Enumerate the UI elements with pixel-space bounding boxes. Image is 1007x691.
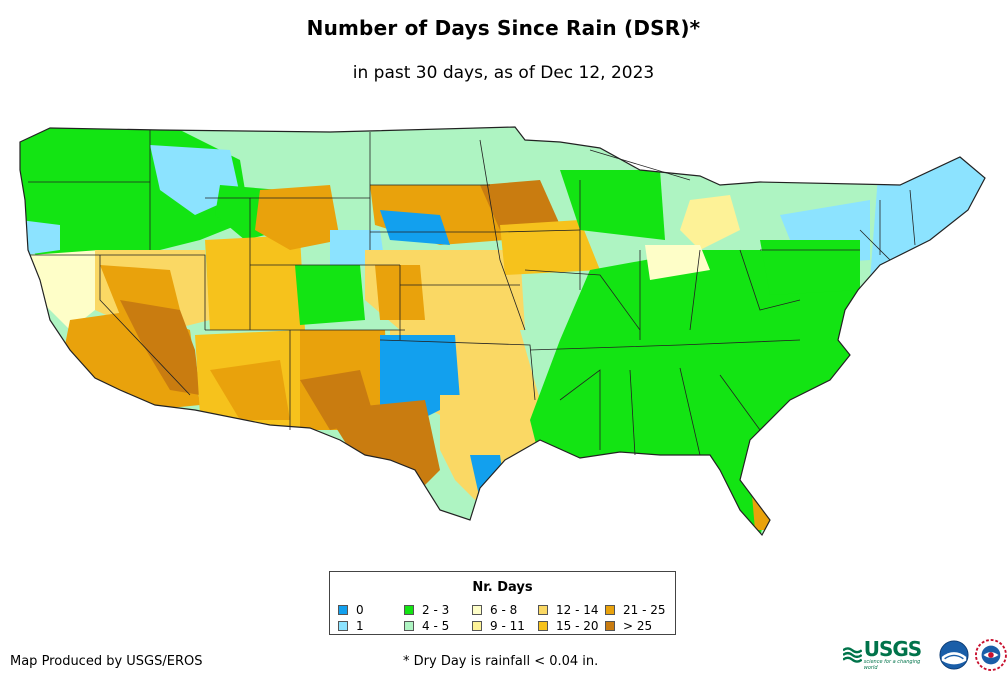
legend-swatch [404, 605, 414, 615]
legend-item: 0 [338, 603, 364, 617]
noaa-logo-icon [939, 640, 969, 670]
legend-label: 15 - 20 [556, 619, 599, 633]
usgs-logo: USGS science for a changing world [843, 639, 931, 671]
legend-swatch [338, 621, 348, 631]
us-dsr-map [19, 126, 986, 537]
legend-item: 15 - 20 [538, 619, 599, 633]
legend-item: 21 - 25 [605, 603, 666, 617]
legend-item: 2 - 3 [404, 603, 449, 617]
rainfall-regions [20, 127, 985, 535]
legend-label: 4 - 5 [422, 619, 450, 633]
legend-item: 12 - 14 [538, 603, 599, 617]
legend-item: 9 - 11 [472, 619, 525, 633]
legend-label: 2 - 3 [422, 603, 450, 617]
legend-label: > 25 [623, 619, 653, 633]
usgs-wordmark: USGS [863, 637, 922, 661]
map-producer-credit: Map Produced by USGS/EROS [10, 654, 203, 669]
legend-swatch [472, 621, 482, 631]
legend-label: 21 - 25 [623, 603, 666, 617]
legend-item: 4 - 5 [404, 619, 449, 633]
agency-logos: USGS science for a changing world [843, 638, 1007, 672]
usgs-wave-icon [843, 647, 862, 663]
map-title: Number of Days Since Rain (DSR)* [306, 16, 701, 40]
legend-swatch [605, 605, 615, 615]
legend-label: 0 [356, 603, 364, 617]
legend-item: > 25 [605, 619, 652, 633]
nws-logo-icon [975, 639, 1007, 671]
legend: Nr. Days 0 1 2 - 3 4 - 5 6 - 8 9 - 11 12… [329, 571, 676, 635]
legend-label: 1 [356, 619, 364, 633]
legend-swatch [472, 605, 482, 615]
legend-swatch [404, 621, 414, 631]
legend-swatch [538, 621, 548, 631]
legend-swatch [605, 621, 615, 631]
state-boundaries [28, 130, 916, 456]
legend-item: 1 [338, 619, 364, 633]
dry-day-footnote: * Dry Day is rainfall < 0.04 in. [403, 654, 599, 669]
legend-item: 6 - 8 [472, 603, 517, 617]
us-outline [19, 126, 986, 537]
legend-swatch [338, 605, 348, 615]
legend-label: 12 - 14 [556, 603, 599, 617]
usgs-tagline: science for a changing world [863, 659, 921, 671]
legend-label: 6 - 8 [490, 603, 518, 617]
legend-swatch [538, 605, 548, 615]
legend-label: 9 - 11 [490, 619, 525, 633]
map-subtitle: in past 30 days, as of Dec 12, 2023 [352, 63, 655, 83]
legend-title: Nr. Days [472, 580, 533, 595]
